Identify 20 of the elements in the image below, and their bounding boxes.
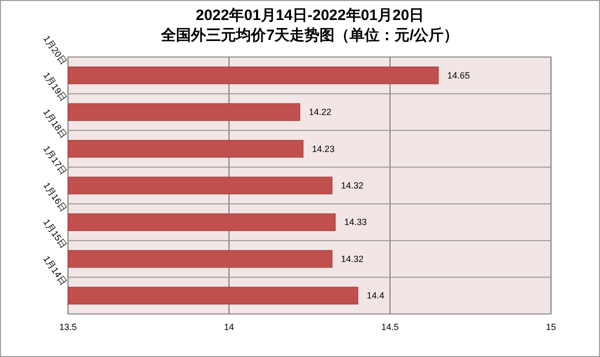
y-tick-label: 1月20日	[41, 34, 69, 67]
data-label: 14.33	[344, 217, 367, 228]
x-tick-label: 13.5	[59, 322, 77, 332]
data-label: 14.23	[312, 144, 335, 154]
y-tick-label: 1月19日	[41, 70, 69, 104]
chart-title: 2022年01月14日-2022年01月20日	[196, 7, 424, 24]
y-tick-label: 1月16日	[41, 180, 69, 214]
data-label: 14.32	[341, 254, 364, 264]
y-tick-label: 1月15日	[41, 217, 69, 250]
y-tick-label: 1月17日	[41, 144, 69, 177]
data-label: 14.22	[308, 107, 332, 118]
x-tick-label: 14	[224, 322, 234, 332]
data-label: 14.32	[341, 180, 364, 190]
data-label: 14.65	[447, 70, 470, 80]
chart-subtitle: 全国外三元均价7天走势图（单位：元/公斤）	[160, 27, 459, 44]
y-tick-label: 1月14日	[41, 254, 69, 287]
y-tick-label: 1月18日	[41, 107, 69, 140]
x-tick-label: 14.5	[381, 322, 399, 332]
data-label: 14.4	[366, 290, 384, 301]
x-tick-label: 15	[546, 322, 556, 332]
